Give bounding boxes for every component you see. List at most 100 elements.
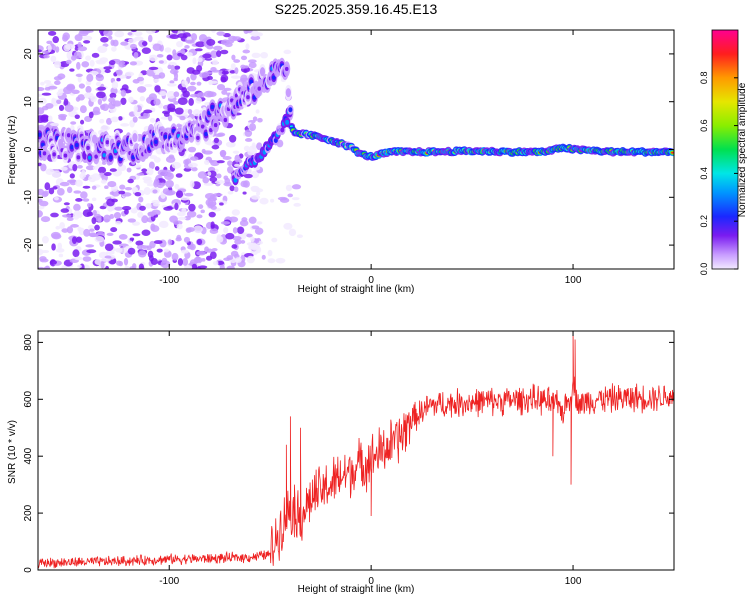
spectrogram-noise-blob: [291, 197, 300, 201]
spectrogram-noise-blob: [250, 236, 255, 243]
snr-background: [38, 331, 674, 570]
spectrogram-noise-blob: [206, 141, 214, 146]
spectrogram-noise-blob: [164, 47, 172, 53]
spectrogram-noise-blob: [195, 97, 202, 104]
spectrogram-noise-blob: [210, 66, 217, 72]
spectrogram-ytick-label: 0: [23, 146, 34, 152]
spectrogram-noise-blob: [54, 196, 59, 201]
spectrogram-ytick-label: 20: [23, 48, 34, 60]
spectrogram-noise-blob: [249, 123, 257, 131]
spectrogram-noise-blob: [232, 227, 238, 234]
spectrogram-noise-blob: [109, 92, 117, 99]
spectrogram-noise-blob: [70, 224, 79, 228]
spectrogram-noise-blob: [58, 104, 65, 112]
spectrogram-noise-blob: [118, 234, 128, 240]
spectrogram-noise-blob: [41, 235, 49, 244]
spectrogram-ridge-core: [94, 154, 98, 159]
spectrogram-noise-blob: [92, 106, 100, 114]
spectrogram-noise-blob: [250, 35, 261, 41]
spectrogram-noise-blob: [103, 30, 113, 37]
spectrogram-noise-blob: [82, 198, 90, 202]
spectrogram-noise-blob: [141, 229, 151, 236]
spectrogram-noise-blob: [158, 220, 169, 229]
spectrogram-noise-blob: [100, 260, 105, 269]
spectrogram-noise-blob: [208, 80, 219, 84]
spectrogram-noise-blob: [216, 235, 224, 243]
spectrogram-noise-blob: [97, 45, 108, 54]
spectrogram-noise-blob: [158, 60, 164, 64]
spectrogram-noise-blob: [76, 61, 81, 70]
spectrogram-noise-blob: [41, 50, 51, 54]
spectrogram-noise-blob: [217, 260, 225, 266]
spectrogram-noise-blob: [144, 83, 153, 88]
spectrogram-noise-blob: [257, 117, 263, 123]
spectrogram-noise-blob: [169, 80, 175, 84]
spectrogram-noise-blob: [66, 186, 73, 194]
spectrogram-noise-blob: [173, 72, 179, 80]
spectrogram-noise-blob: [39, 200, 49, 207]
spectrogram-noise-blob: [103, 172, 112, 177]
spectrogram-noise-blob: [104, 243, 114, 251]
spectrogram-noise-blob: [86, 249, 97, 254]
spectrogram-noise-blob: [74, 46, 79, 51]
spectrogram-noise-blob: [220, 39, 231, 46]
spectrogram-noise-blob: [138, 263, 145, 269]
spectrogram-noise-blob: [129, 266, 136, 269]
spectrogram-noise-blob: [255, 191, 261, 196]
spectrogram-noise-blob: [189, 93, 200, 98]
spectrogram-ridge-core: [284, 66, 289, 72]
spectrogram-noise-blob: [153, 240, 163, 245]
spectrogram-noise-blob: [94, 236, 105, 243]
spectrogram-noise-blob: [240, 64, 246, 69]
spectrogram-noise-blob: [38, 266, 45, 269]
snr-xtick-label: -100: [159, 576, 179, 587]
spectrogram-branch-core: [288, 107, 293, 113]
spectrogram-noise-blob: [116, 69, 123, 76]
spectrogram-noise-blob: [72, 163, 78, 172]
spectrogram-noise-blob: [120, 97, 127, 106]
spectrogram-noise-blob: [124, 186, 133, 191]
spectrogram-noise-blob: [95, 74, 105, 82]
spectrogram-noise-blob: [226, 255, 234, 261]
spectrogram-noise-blob: [249, 145, 254, 153]
spectrogram-noise-blob: [119, 74, 127, 79]
spectrogram-noise-blob: [148, 66, 159, 71]
spectrogram-noise-blob: [296, 234, 303, 238]
spectrogram-noise-blob: [182, 90, 190, 98]
spectrogram-noise-blob: [167, 107, 176, 113]
spectrogram-noise-blob: [89, 228, 95, 232]
spectrogram-noise-blob: [136, 172, 145, 176]
spectrogram-noise-blob: [52, 186, 58, 190]
spectrogram-noise-blob: [138, 115, 149, 120]
spectrogram-noise-blob: [156, 54, 164, 58]
spectrogram-noise-blob: [130, 43, 137, 50]
spectrogram-noise-blob: [124, 71, 135, 77]
spectrogram-noise-blob: [210, 30, 217, 33]
spectrogram-xlabel: Height of straight line (km): [298, 284, 415, 295]
spectrogram-noise-blob: [129, 61, 138, 66]
spectrogram-noise-blob: [165, 179, 174, 188]
spectrogram-noise-blob: [160, 116, 170, 120]
spectrogram-noise-blob: [133, 51, 139, 59]
spectrogram-noise-blob: [137, 211, 144, 218]
spectrogram-noise-blob: [38, 86, 45, 92]
spectrogram-noise-blob: [58, 253, 64, 258]
spectrogram-noise-blob: [97, 86, 107, 91]
spectrogram-noise-blob: [85, 85, 92, 93]
spectrogram-noise-blob: [148, 255, 154, 262]
spectrogram-noise-blob: [175, 190, 184, 198]
spectrogram-noise-blob: [150, 225, 160, 233]
spectrogram-noise-blob: [252, 116, 258, 122]
spectrogram-noise-blob: [113, 211, 122, 219]
spectrogram-noise-blob: [188, 98, 194, 106]
spectrogram-noise-blob: [199, 72, 209, 78]
spectrogram-noise-blob: [91, 217, 97, 225]
spectrogram-noise-blob: [133, 31, 143, 37]
spectrogram-noise-blob: [44, 86, 51, 91]
snr-xtick-label: 100: [565, 576, 582, 587]
spectrogram-noise-blob: [251, 245, 259, 251]
spectrogram-noise-blob: [80, 191, 88, 199]
spectrogram-noise-blob: [77, 94, 85, 101]
spectrogram-noise-blob: [193, 225, 203, 234]
spectrogram-noise-blob: [252, 144, 257, 150]
